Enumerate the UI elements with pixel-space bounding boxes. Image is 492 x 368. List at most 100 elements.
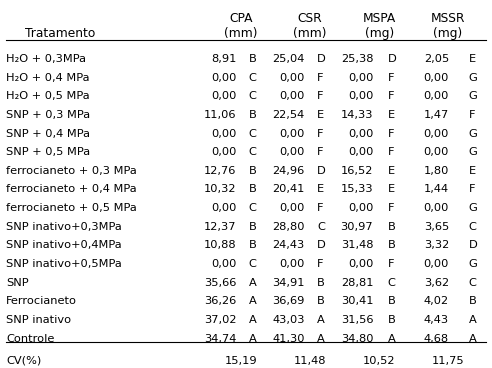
Text: 34,74: 34,74 xyxy=(204,334,236,344)
Text: SNP + 0,4 MPa: SNP + 0,4 MPa xyxy=(6,128,90,138)
Text: 30,97: 30,97 xyxy=(340,222,373,232)
Text: 15,19: 15,19 xyxy=(225,356,257,366)
Text: C: C xyxy=(248,91,256,101)
Text: 3,32: 3,32 xyxy=(424,240,449,251)
Text: 12,76: 12,76 xyxy=(204,166,236,176)
Text: 3,65: 3,65 xyxy=(424,222,449,232)
Text: 36,26: 36,26 xyxy=(204,296,236,307)
Text: 25,04: 25,04 xyxy=(273,54,305,64)
Text: 10,32: 10,32 xyxy=(204,184,236,194)
Text: 25,38: 25,38 xyxy=(340,54,373,64)
Text: A: A xyxy=(248,334,256,344)
Text: B: B xyxy=(388,315,396,325)
Text: E: E xyxy=(388,166,395,176)
Text: A: A xyxy=(317,334,325,344)
Text: 31,56: 31,56 xyxy=(340,315,373,325)
Text: F: F xyxy=(317,203,323,213)
Text: 20,41: 20,41 xyxy=(273,184,305,194)
Text: C: C xyxy=(248,147,256,157)
Text: 41,30: 41,30 xyxy=(272,334,305,344)
Text: E: E xyxy=(317,110,324,120)
Text: ferrocianeto + 0,4 MPa: ferrocianeto + 0,4 MPa xyxy=(6,184,137,194)
Text: 22,54: 22,54 xyxy=(273,110,305,120)
Text: C: C xyxy=(317,222,325,232)
Text: 15,33: 15,33 xyxy=(340,184,373,194)
Text: C: C xyxy=(468,222,476,232)
Text: SNP inativo+0,5MPa: SNP inativo+0,5MPa xyxy=(6,259,122,269)
Text: 0,00: 0,00 xyxy=(348,203,373,213)
Text: 24,43: 24,43 xyxy=(273,240,305,251)
Text: B: B xyxy=(248,240,256,251)
Text: (mm): (mm) xyxy=(224,28,258,40)
Text: SNP inativo+0,3MPa: SNP inativo+0,3MPa xyxy=(6,222,122,232)
Text: F: F xyxy=(388,147,395,157)
Text: A: A xyxy=(248,315,256,325)
Text: 0,00: 0,00 xyxy=(211,91,236,101)
Text: B: B xyxy=(388,222,396,232)
Text: 36,69: 36,69 xyxy=(273,296,305,307)
Text: F: F xyxy=(317,91,323,101)
Text: E: E xyxy=(388,110,395,120)
Text: 0,00: 0,00 xyxy=(424,128,449,138)
Text: 30,41: 30,41 xyxy=(340,296,373,307)
Text: A: A xyxy=(468,334,476,344)
Text: 0,00: 0,00 xyxy=(211,147,236,157)
Text: D: D xyxy=(317,54,326,64)
Text: F: F xyxy=(468,184,475,194)
Text: B: B xyxy=(248,184,256,194)
Text: SNP + 0,5 MPa: SNP + 0,5 MPa xyxy=(6,147,91,157)
Text: B: B xyxy=(248,110,256,120)
Text: 0,00: 0,00 xyxy=(348,72,373,82)
Text: 0,00: 0,00 xyxy=(424,91,449,101)
Text: 35,66: 35,66 xyxy=(204,278,236,288)
Text: 11,06: 11,06 xyxy=(204,110,236,120)
Text: 0,00: 0,00 xyxy=(211,128,236,138)
Text: A: A xyxy=(388,334,396,344)
Text: SNP inativo: SNP inativo xyxy=(6,315,71,325)
Text: 10,88: 10,88 xyxy=(204,240,236,251)
Text: Tratamento: Tratamento xyxy=(25,28,95,40)
Text: B: B xyxy=(317,296,325,307)
Text: (mm): (mm) xyxy=(293,28,326,40)
Text: A: A xyxy=(248,278,256,288)
Text: 1,44: 1,44 xyxy=(424,184,449,194)
Text: C: C xyxy=(248,203,256,213)
Text: 0,00: 0,00 xyxy=(424,147,449,157)
Text: F: F xyxy=(388,128,395,138)
Text: F: F xyxy=(388,72,395,82)
Text: 0,00: 0,00 xyxy=(279,259,305,269)
Text: 2,05: 2,05 xyxy=(424,54,449,64)
Text: G: G xyxy=(468,91,477,101)
Text: F: F xyxy=(388,203,395,213)
Text: D: D xyxy=(317,166,326,176)
Text: 16,52: 16,52 xyxy=(341,166,373,176)
Text: E: E xyxy=(388,184,395,194)
Text: 4,43: 4,43 xyxy=(424,315,449,325)
Text: F: F xyxy=(388,259,395,269)
Text: G: G xyxy=(468,72,477,82)
Text: SNP + 0,3 MPa: SNP + 0,3 MPa xyxy=(6,110,91,120)
Text: C: C xyxy=(468,278,476,288)
Text: F: F xyxy=(468,110,475,120)
Text: A: A xyxy=(248,296,256,307)
Text: 24,96: 24,96 xyxy=(273,166,305,176)
Text: 28,81: 28,81 xyxy=(340,278,373,288)
Text: 0,00: 0,00 xyxy=(279,147,305,157)
Text: 14,33: 14,33 xyxy=(340,110,373,120)
Text: MSPA: MSPA xyxy=(363,12,396,25)
Text: C: C xyxy=(388,278,396,288)
Text: ferrocianeto + 0,3 MPa: ferrocianeto + 0,3 MPa xyxy=(6,166,137,176)
Text: 31,48: 31,48 xyxy=(340,240,373,251)
Text: G: G xyxy=(468,147,477,157)
Text: G: G xyxy=(468,259,477,269)
Text: C: C xyxy=(248,259,256,269)
Text: F: F xyxy=(317,259,323,269)
Text: 0,00: 0,00 xyxy=(279,91,305,101)
Text: C: C xyxy=(248,128,256,138)
Text: F: F xyxy=(388,91,395,101)
Text: 0,00: 0,00 xyxy=(424,259,449,269)
Text: B: B xyxy=(388,296,396,307)
Text: 0,00: 0,00 xyxy=(348,91,373,101)
Text: SNP: SNP xyxy=(6,278,29,288)
Text: 0,00: 0,00 xyxy=(279,72,305,82)
